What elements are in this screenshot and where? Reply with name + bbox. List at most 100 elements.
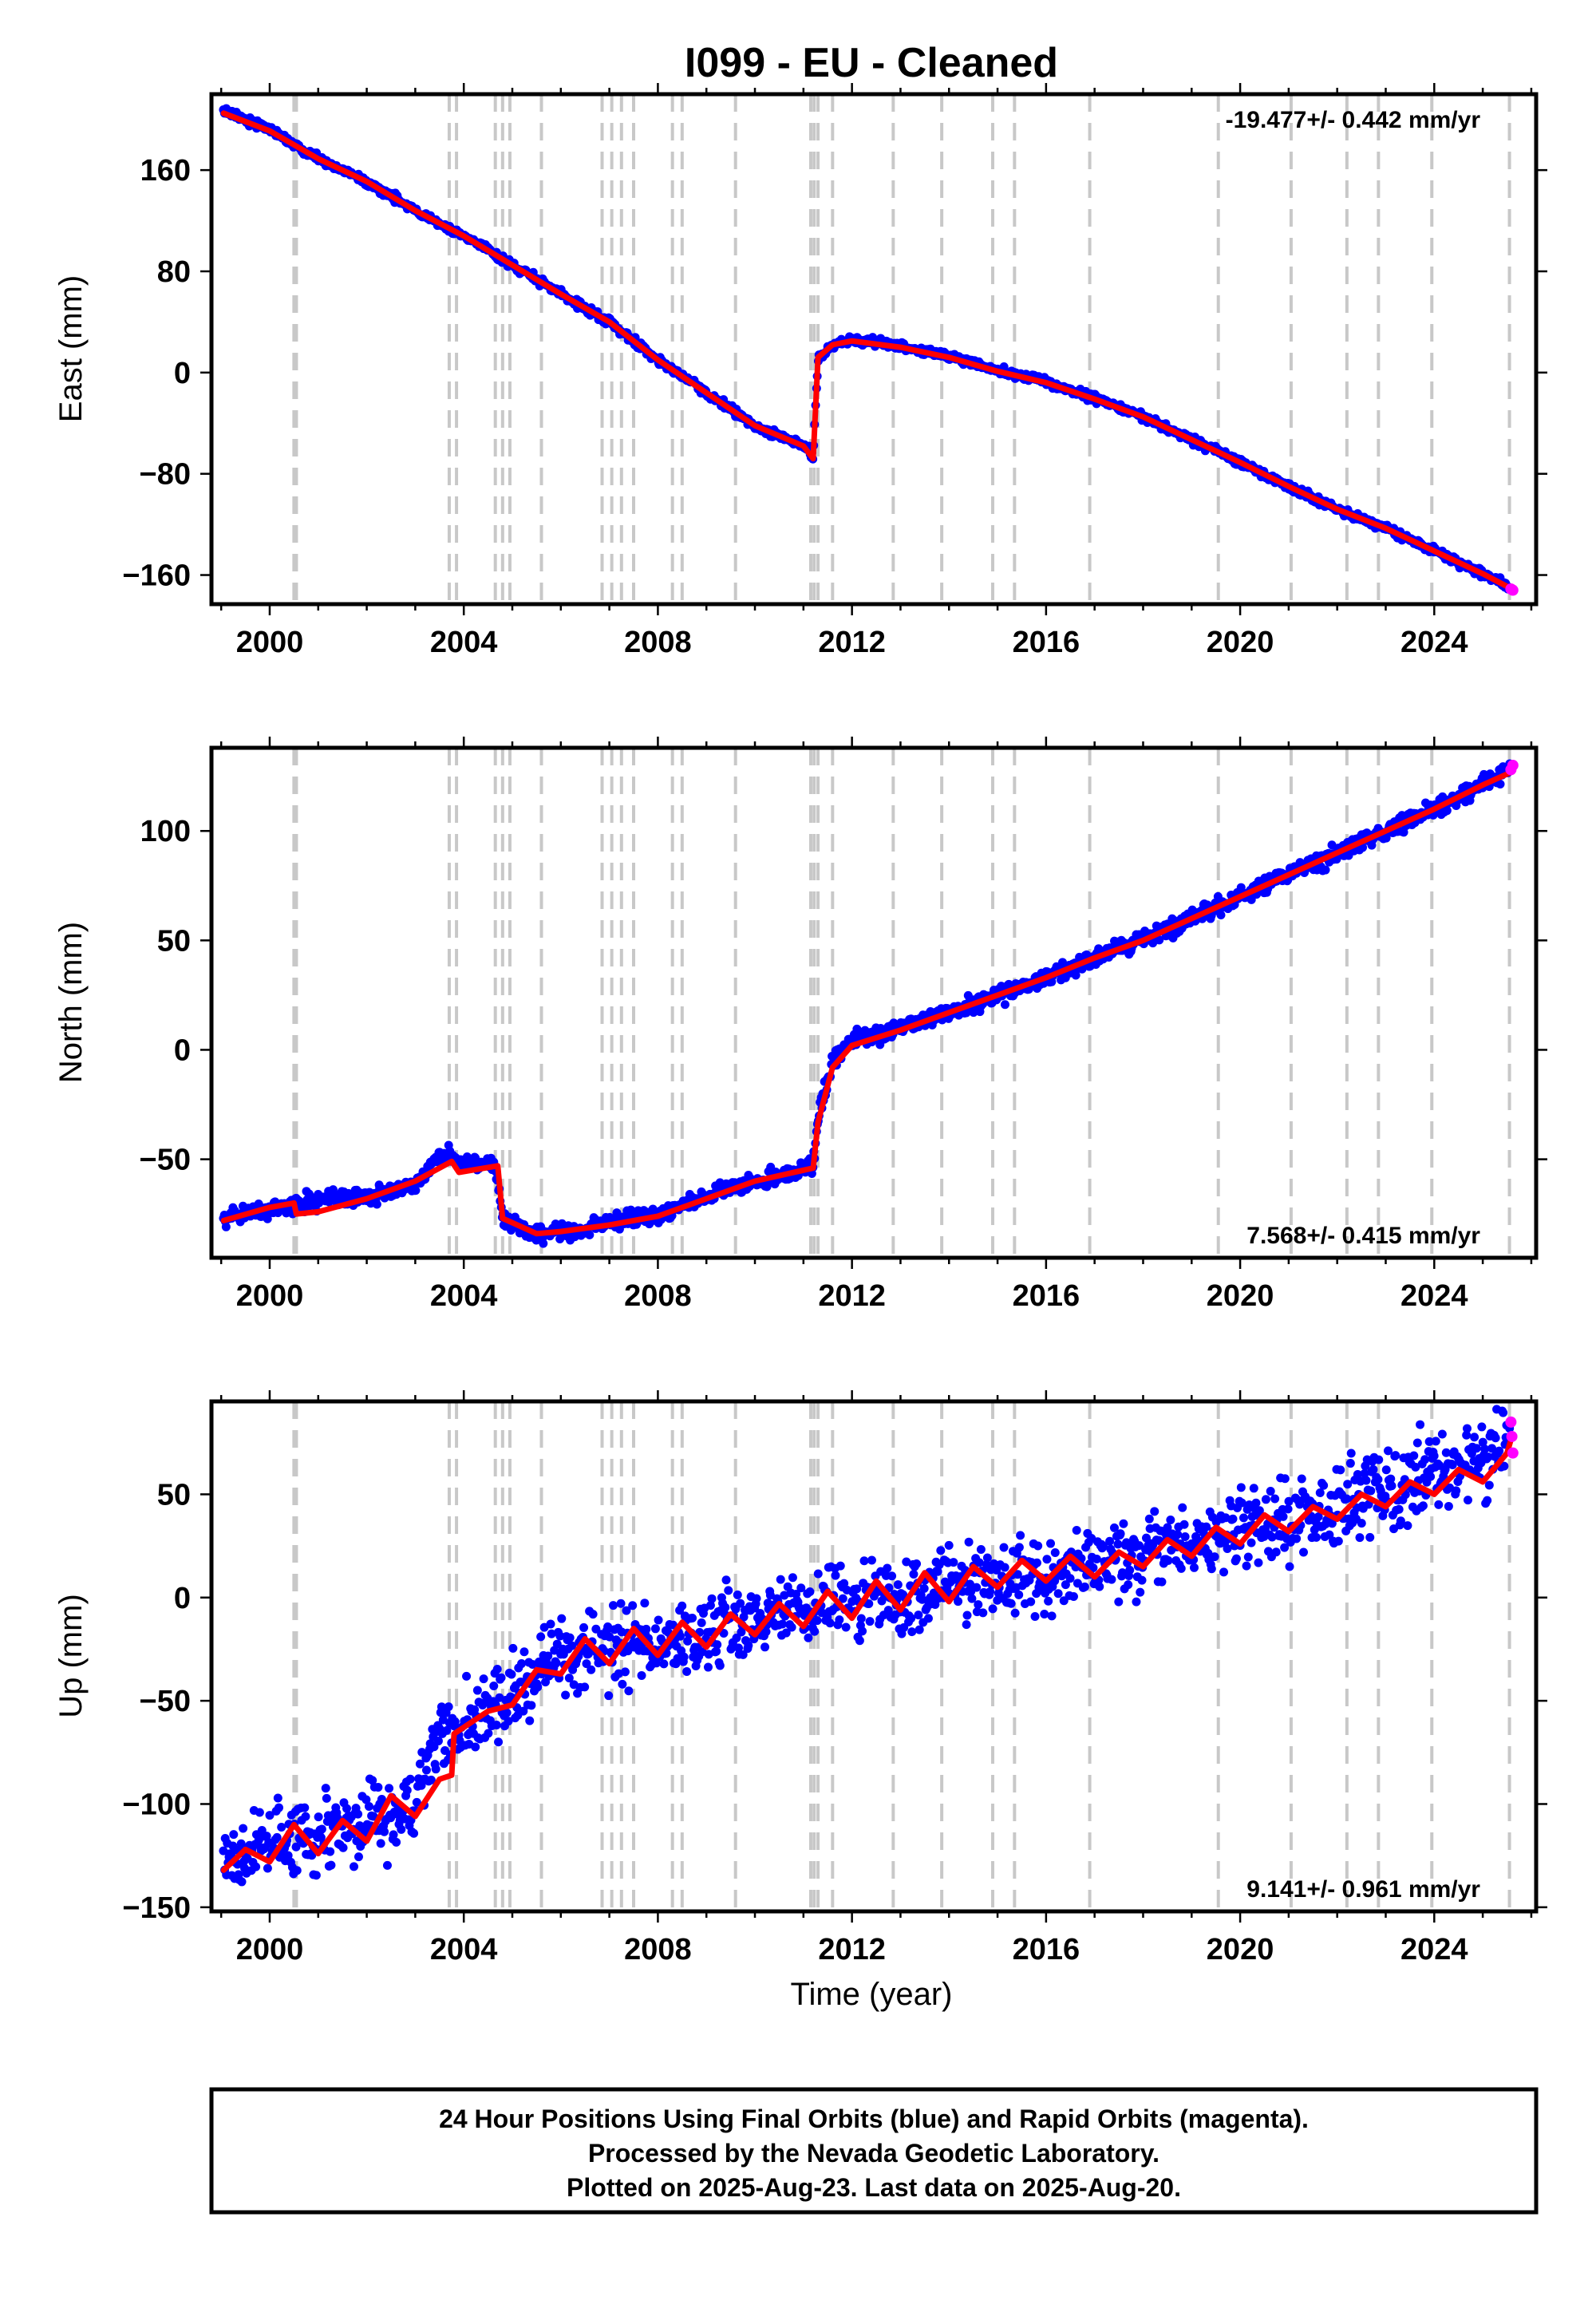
y-tick-label: 100 <box>140 815 191 848</box>
position-point <box>620 1667 630 1677</box>
position-point <box>1270 1494 1280 1504</box>
position-point <box>796 1583 806 1593</box>
y-tick-label: 0 <box>174 1034 191 1067</box>
position-point <box>426 1775 436 1784</box>
position-point <box>1283 1504 1293 1514</box>
position-point <box>1437 1429 1447 1439</box>
position-point <box>1189 1563 1199 1572</box>
position-point <box>974 1558 984 1567</box>
position-point <box>431 1765 440 1774</box>
position-point <box>1278 1512 1288 1521</box>
position-point <box>1346 1448 1356 1458</box>
position-point <box>579 1622 589 1632</box>
plot-frame <box>209 1399 1539 1914</box>
position-point <box>724 1586 733 1595</box>
position-point <box>392 1837 401 1847</box>
position-point <box>1202 1522 1211 1531</box>
y-tick-label: 80 <box>157 255 191 289</box>
position-point <box>1448 1460 1457 1469</box>
y-tick-label: −160 <box>122 559 191 593</box>
position-point <box>637 1670 646 1680</box>
position-point <box>624 1686 634 1696</box>
position-point <box>1426 1472 1436 1481</box>
position-point <box>1271 1547 1281 1557</box>
position-point <box>1412 1438 1422 1448</box>
east-panel: 2000 2004 2008 2012 2016 2020 2024 160 80 0 −80 −16… <box>53 83 1547 659</box>
position-point <box>1246 1538 1256 1547</box>
position-point <box>604 1691 614 1701</box>
final-orbit-points <box>219 104 1514 594</box>
position-point <box>385 1784 394 1793</box>
position-point <box>912 1559 922 1569</box>
position-point <box>715 1661 725 1670</box>
position-point <box>1155 935 1164 945</box>
position-point <box>567 1641 577 1650</box>
position-point <box>1030 1611 1040 1621</box>
position-point <box>1480 1445 1490 1454</box>
position-point <box>678 1601 687 1611</box>
position-point <box>1080 1582 1089 1591</box>
position-point <box>582 1659 591 1669</box>
position-point <box>376 1839 385 1848</box>
position-point <box>1042 1555 1052 1564</box>
position-point <box>1387 1481 1396 1491</box>
position-point <box>301 1812 310 1821</box>
position-point <box>1065 1574 1075 1583</box>
position-point <box>255 1808 264 1817</box>
footer-line-1: 24 Hour Positions Using Final Orbits (bl… <box>439 2105 1309 2133</box>
position-point <box>760 1642 770 1652</box>
position-point <box>1134 1541 1144 1551</box>
position-point <box>1342 1494 1352 1504</box>
position-point <box>732 1633 741 1642</box>
position-point <box>1251 1498 1261 1508</box>
position-point <box>1113 1539 1123 1549</box>
position-point <box>349 1862 358 1871</box>
position-point <box>1088 1563 1098 1573</box>
position-point <box>923 1614 933 1623</box>
position-point <box>525 1716 535 1725</box>
rapid-orbit-point <box>1507 759 1519 771</box>
position-point <box>462 1671 472 1681</box>
position-point <box>552 1639 562 1649</box>
position-point <box>1125 1565 1135 1575</box>
plot-area <box>219 748 1519 1258</box>
position-point <box>1462 1430 1472 1440</box>
position-point <box>1107 1575 1116 1584</box>
position-point <box>1180 1531 1190 1541</box>
position-point <box>1280 1474 1290 1484</box>
position-point <box>1179 1520 1189 1529</box>
position-point <box>1366 1486 1376 1496</box>
position-point <box>902 1557 911 1567</box>
position-point <box>1150 1507 1159 1516</box>
position-point <box>733 1590 742 1599</box>
position-point <box>585 1230 595 1239</box>
y-tick-label: −50 <box>140 1685 191 1718</box>
position-point <box>1431 1437 1440 1446</box>
position-point <box>580 1682 590 1692</box>
x-tick-label: 2020 <box>1207 1279 1274 1313</box>
position-point <box>272 1832 282 1842</box>
position-point <box>679 1652 689 1662</box>
position-point <box>936 1546 946 1555</box>
position-point <box>1381 1465 1391 1475</box>
position-point <box>450 1717 460 1726</box>
position-point <box>982 1553 992 1563</box>
position-point <box>1444 1501 1453 1511</box>
position-point <box>909 1570 918 1579</box>
model-fit-line <box>220 769 1515 1237</box>
position-point <box>338 1843 348 1852</box>
position-point <box>1403 1521 1412 1531</box>
position-point <box>813 1569 823 1579</box>
position-point <box>1254 1558 1263 1567</box>
position-point <box>527 1701 536 1710</box>
position-point <box>858 1626 867 1636</box>
position-point <box>373 1782 383 1792</box>
position-point <box>618 1679 627 1689</box>
position-point <box>504 1717 513 1726</box>
x-tick-label: 2020 <box>1207 626 1274 659</box>
position-point <box>883 1606 893 1615</box>
position-point <box>1176 1563 1186 1573</box>
position-point <box>543 1651 553 1661</box>
y-tick-label: 50 <box>157 924 191 958</box>
x-tick-label: 2008 <box>624 626 692 659</box>
